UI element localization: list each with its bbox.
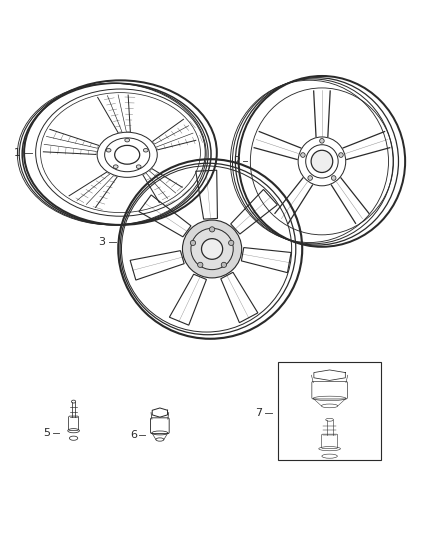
Ellipse shape — [125, 139, 130, 142]
Ellipse shape — [332, 176, 336, 180]
Ellipse shape — [191, 240, 196, 246]
Ellipse shape — [201, 239, 223, 260]
Ellipse shape — [106, 149, 111, 152]
Ellipse shape — [221, 262, 226, 268]
Ellipse shape — [320, 139, 324, 143]
Text: 7: 7 — [255, 408, 262, 418]
Text: 2: 2 — [233, 156, 240, 166]
Ellipse shape — [191, 228, 233, 270]
Ellipse shape — [229, 240, 234, 246]
Ellipse shape — [311, 150, 333, 173]
Bar — [278, 361, 381, 460]
Ellipse shape — [143, 149, 148, 152]
Ellipse shape — [300, 152, 305, 157]
Ellipse shape — [308, 176, 312, 180]
Text: 6: 6 — [131, 430, 138, 440]
Ellipse shape — [339, 152, 343, 157]
Ellipse shape — [209, 227, 215, 232]
Ellipse shape — [183, 220, 242, 278]
Text: 5: 5 — [43, 427, 50, 438]
Ellipse shape — [198, 262, 203, 268]
Text: 1: 1 — [14, 148, 21, 158]
Ellipse shape — [113, 165, 118, 168]
Text: 3: 3 — [99, 237, 106, 247]
Ellipse shape — [136, 165, 141, 168]
